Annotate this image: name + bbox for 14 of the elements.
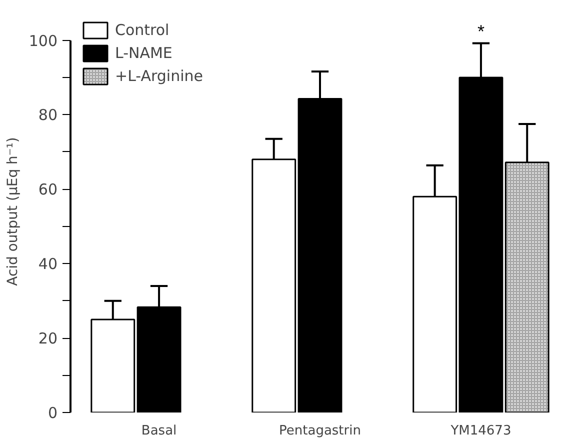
y-tick-label: 20 <box>38 330 58 348</box>
x-tick-label: YM14673 <box>450 424 512 438</box>
legend-label: L-NAME <box>115 44 172 62</box>
y-tick-label: 60 <box>38 180 58 199</box>
y-axis-title: Acid output (µEq h⁻¹) <box>4 137 21 286</box>
y-tick-label: 80 <box>38 106 58 124</box>
x-tick-label: Basal <box>141 424 177 438</box>
y-tick-label: 40 <box>38 255 58 274</box>
annotation: * <box>477 21 484 42</box>
y-tick-label: 100 <box>28 32 58 50</box>
x-tick-label: Pentagastrin <box>279 424 361 438</box>
legend-label: Control <box>115 21 170 39</box>
legend-label: +L-Arginine <box>115 67 204 85</box>
y-tick-label: 0 <box>48 404 58 422</box>
